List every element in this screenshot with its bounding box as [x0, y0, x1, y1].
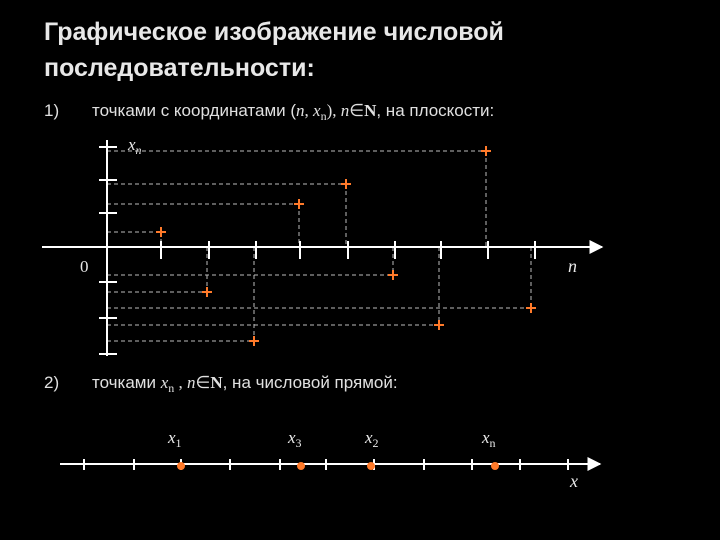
item-1-comma: , [304, 101, 314, 120]
item-1-x-sub: n [320, 109, 327, 123]
plane-points [156, 146, 536, 346]
point-6 [388, 270, 398, 280]
item-1-text-after: , на плоскости: [376, 101, 495, 120]
point-x2 [367, 462, 375, 470]
item-2-x-sub: n [168, 381, 175, 395]
slide-title: Графическое изображение числовой последо… [44, 18, 504, 82]
origin-label: 0 [80, 257, 89, 276]
point-4 [294, 199, 304, 209]
x-axis-label: n [568, 256, 577, 276]
point-2 [202, 287, 212, 297]
item-1-x: x [313, 101, 321, 120]
point-x3 [297, 462, 305, 470]
item-2-sep: , [174, 373, 188, 392]
point-9 [526, 303, 536, 313]
item-1-elem: ∈ [349, 101, 365, 120]
point-7 [434, 320, 444, 330]
label-x3: x3 [287, 428, 302, 450]
dashed-guides [107, 150, 532, 342]
plane: xn 0 n [42, 135, 604, 356]
item-2-N: N [210, 373, 223, 392]
point-1 [156, 227, 166, 237]
point-xn [491, 462, 499, 470]
number-line: x1 x3 x2 xn x [60, 428, 602, 491]
item-2-text-after: , на числовой прямой: [222, 373, 398, 392]
item-2-n: n [187, 373, 196, 392]
point-5 [341, 179, 351, 189]
label-xn: xn [481, 428, 496, 450]
y-axis-label: xn [127, 135, 142, 157]
item-2-x: x [160, 373, 169, 392]
item-2-text-before: точками [92, 373, 161, 392]
item-2-number: 2) [44, 373, 60, 392]
item-1-N: N [364, 101, 377, 120]
item-1-number: 1) [44, 101, 60, 120]
item-1-text-before: точками с координатами ( [92, 101, 297, 120]
item-1-n: n [296, 101, 305, 120]
point-3 [249, 336, 259, 346]
number-line-points [177, 462, 499, 470]
label-x1: x1 [167, 428, 182, 450]
item-2-elem: ∈ [195, 373, 211, 392]
item-1-n2: n [340, 101, 350, 120]
number-line-axis-label: x [569, 471, 578, 491]
y-axis-ticks [99, 146, 117, 355]
item-1-close: ), [326, 101, 341, 120]
item-2-text: точками xn , n∈N, на числовой прямой: [92, 373, 398, 396]
point-x1 [177, 462, 185, 470]
x-axis-ticks [160, 241, 536, 259]
item-1-text: точками с координатами (n, xn), n∈N, на … [92, 101, 494, 124]
label-x2: x2 [364, 428, 379, 450]
point-8 [481, 146, 491, 156]
